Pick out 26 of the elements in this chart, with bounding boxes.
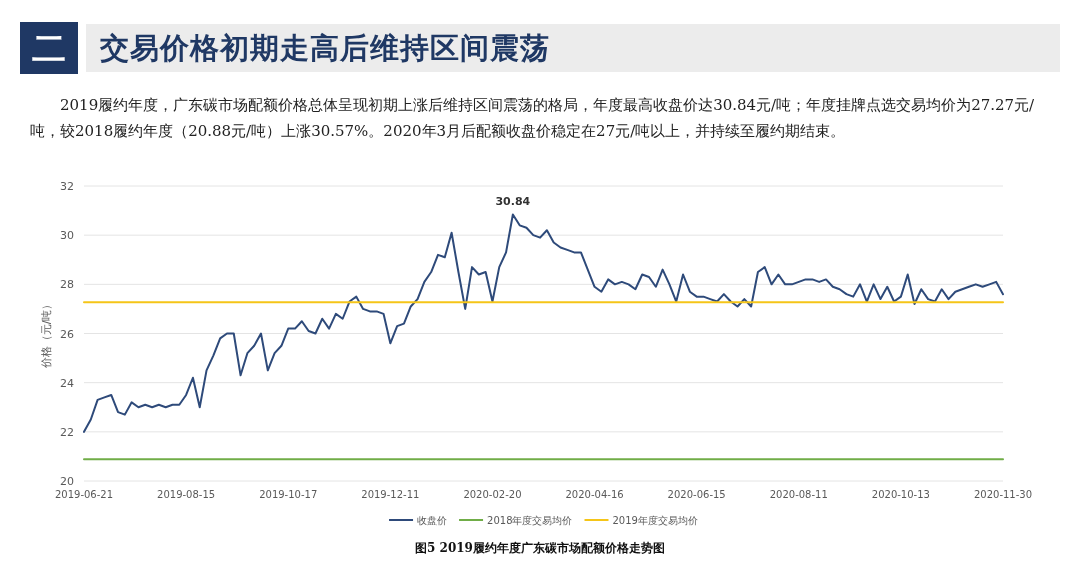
- y-tick-label: 28: [60, 278, 74, 292]
- x-tick-label: 2019-12-11: [361, 489, 420, 500]
- x-tick-label: 2020-02-20: [463, 489, 522, 500]
- x-tick-label: 2020-08-11: [769, 489, 828, 500]
- y-tick-label: 26: [60, 327, 74, 341]
- x-tick-label: 2020-06-15: [667, 489, 726, 500]
- chart-subtitle: 2019履约年度，广东碳市场配额价格总体呈现初期上涨后维持区间震荡的格局，年度最高收盘价达30.84元/吨；年度挂牌点选交易均价为27.27元/吨，较2018履约年度（20.88元/吨）上涨30.57%。2020年3月后配额收盘价稳定在27元/吨以上，并持续至履约期结束。: [30, 95, 1036, 142]
- y-tick-label: 20: [60, 475, 74, 488]
- legend-label: 2018年度交易均价: [487, 515, 573, 526]
- text: 二: [20, 22, 78, 74]
- x-tick-label: 2019-08-15: [157, 489, 216, 500]
- chart-title: 交易价格初期走高后维持区间震荡: [100, 30, 550, 67]
- y-axis-title: 价格（元/吨）: [40, 298, 53, 370]
- x-tick-label: 2019-06-21: [54, 489, 114, 500]
- legend-label: 2019年度交易均价: [612, 515, 698, 526]
- x-tick-label: 2020-04-16: [565, 489, 624, 500]
- legend-label: 收盘价: [417, 515, 448, 526]
- x-tick-label: 2019-10-17: [259, 489, 318, 500]
- x-tick-label: 2020-10-13: [871, 489, 930, 500]
- y-tick-label: 30: [60, 229, 74, 243]
- annotation: 30.84: [495, 194, 531, 208]
- y-tick-label: 32: [60, 180, 74, 193]
- x-tick-label: 2020-11-30: [973, 489, 1033, 500]
- y-tick-label: 22: [60, 425, 74, 439]
- caption: 图5 2019履约年度广东碳市场配额价格走势图: [414, 540, 666, 557]
- y-tick-label: 24: [60, 376, 74, 390]
